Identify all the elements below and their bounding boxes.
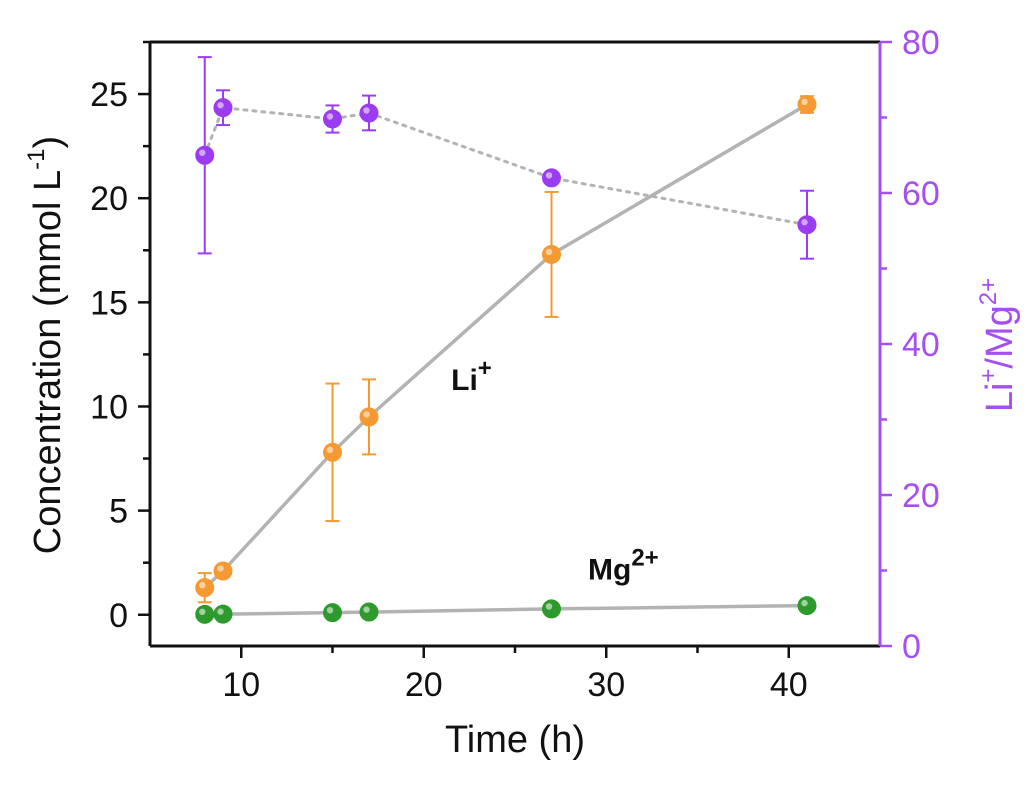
data-point-highlight <box>326 113 334 120</box>
x-axis: 10 20 30 40 <box>222 646 808 704</box>
data-point-highlight <box>801 98 808 106</box>
data-point <box>213 561 233 581</box>
data-point <box>195 604 215 624</box>
series-layer <box>195 56 817 624</box>
series-2 <box>195 56 817 260</box>
y2-tick-label: 20 <box>902 477 940 515</box>
data-point <box>323 603 342 623</box>
data-point-highlight <box>545 603 553 610</box>
annotation-mg: Mg2+ <box>588 544 659 586</box>
data-point <box>359 602 379 622</box>
data-point-highlight <box>801 599 808 607</box>
x-tick-label: 20 <box>405 666 443 704</box>
data-point-highlight <box>217 101 224 109</box>
data-point <box>359 103 379 123</box>
y-tick-label: 15 <box>90 284 128 322</box>
series-0 <box>195 94 817 604</box>
data-point <box>323 109 342 129</box>
data-point <box>323 442 342 462</box>
y2-tick-label: 80 <box>902 24 940 62</box>
data-point <box>213 604 233 624</box>
annotation-sup: 2+ <box>631 544 658 571</box>
data-point <box>797 94 817 114</box>
y2-tick-label: 40 <box>902 326 940 364</box>
y2-axis-title-b: /Mg <box>979 305 1021 368</box>
data-point-highlight <box>199 581 206 589</box>
data-point-highlight <box>199 149 206 156</box>
y-tick-label: 0 <box>109 597 128 635</box>
y2-tick-label: 0 <box>902 628 921 666</box>
x-tick-label: 30 <box>587 666 625 704</box>
annotation-li: Li+ <box>451 355 492 397</box>
series-line <box>204 603 808 617</box>
annotation-sup: + <box>478 355 492 382</box>
x-axis-title: Time (h) <box>445 719 585 761</box>
data-point <box>195 145 215 165</box>
annotation-text: Li <box>451 364 478 397</box>
data-point-highlight <box>326 606 334 614</box>
data-point <box>195 578 215 598</box>
data-point-highlight <box>545 248 553 256</box>
data-point <box>542 244 561 264</box>
data-point-highlight <box>545 172 553 179</box>
series-line <box>203 106 809 227</box>
y-axis-left: 0 5 10 15 20 25 <box>90 40 150 635</box>
x-tick-label: 10 <box>222 666 260 704</box>
data-point <box>797 215 817 235</box>
data-point-highlight <box>199 608 206 616</box>
y-axis-title-close: ) <box>27 136 69 149</box>
y-tick-label: 10 <box>90 388 128 426</box>
data-point-highlight <box>217 608 224 615</box>
y-tick-label: 25 <box>90 76 128 114</box>
y2-axis-title: Li+/Mg2+ <box>975 278 1021 412</box>
data-point <box>359 407 379 427</box>
y2-axis-title-a-sup: + <box>975 369 1002 383</box>
y2-tick-label: 60 <box>902 175 940 213</box>
series-1 <box>195 596 817 624</box>
y2-axis-title-a: Li <box>979 383 1021 413</box>
data-point-highlight <box>326 446 334 454</box>
data-point-highlight <box>363 411 370 418</box>
data-point <box>542 168 561 188</box>
data-point-highlight <box>217 565 224 572</box>
y-axis-title-sup: -1 <box>23 148 50 169</box>
series-line <box>203 102 808 589</box>
annotations: Li+ Mg2+ <box>451 355 659 587</box>
annotation-text: Mg <box>588 553 631 586</box>
y-tick-label: 5 <box>109 493 128 531</box>
data-point-highlight <box>801 219 808 226</box>
y-tick-label: 20 <box>90 180 128 218</box>
x-tick-label: 40 <box>770 666 808 704</box>
y-axis-right: 0 20 40 60 80 <box>880 24 940 666</box>
data-point <box>797 596 817 616</box>
y2-axis-title-b-sup: 2+ <box>975 278 1002 305</box>
data-point <box>213 98 233 118</box>
plot-frame <box>148 40 882 648</box>
data-point-highlight <box>363 107 370 114</box>
y-axis-title-main: Concentration (mmol L <box>27 170 69 554</box>
data-point-highlight <box>363 606 370 613</box>
y-axis-title: Concentration (mmol L-1) <box>23 136 69 554</box>
data-point <box>542 599 561 619</box>
